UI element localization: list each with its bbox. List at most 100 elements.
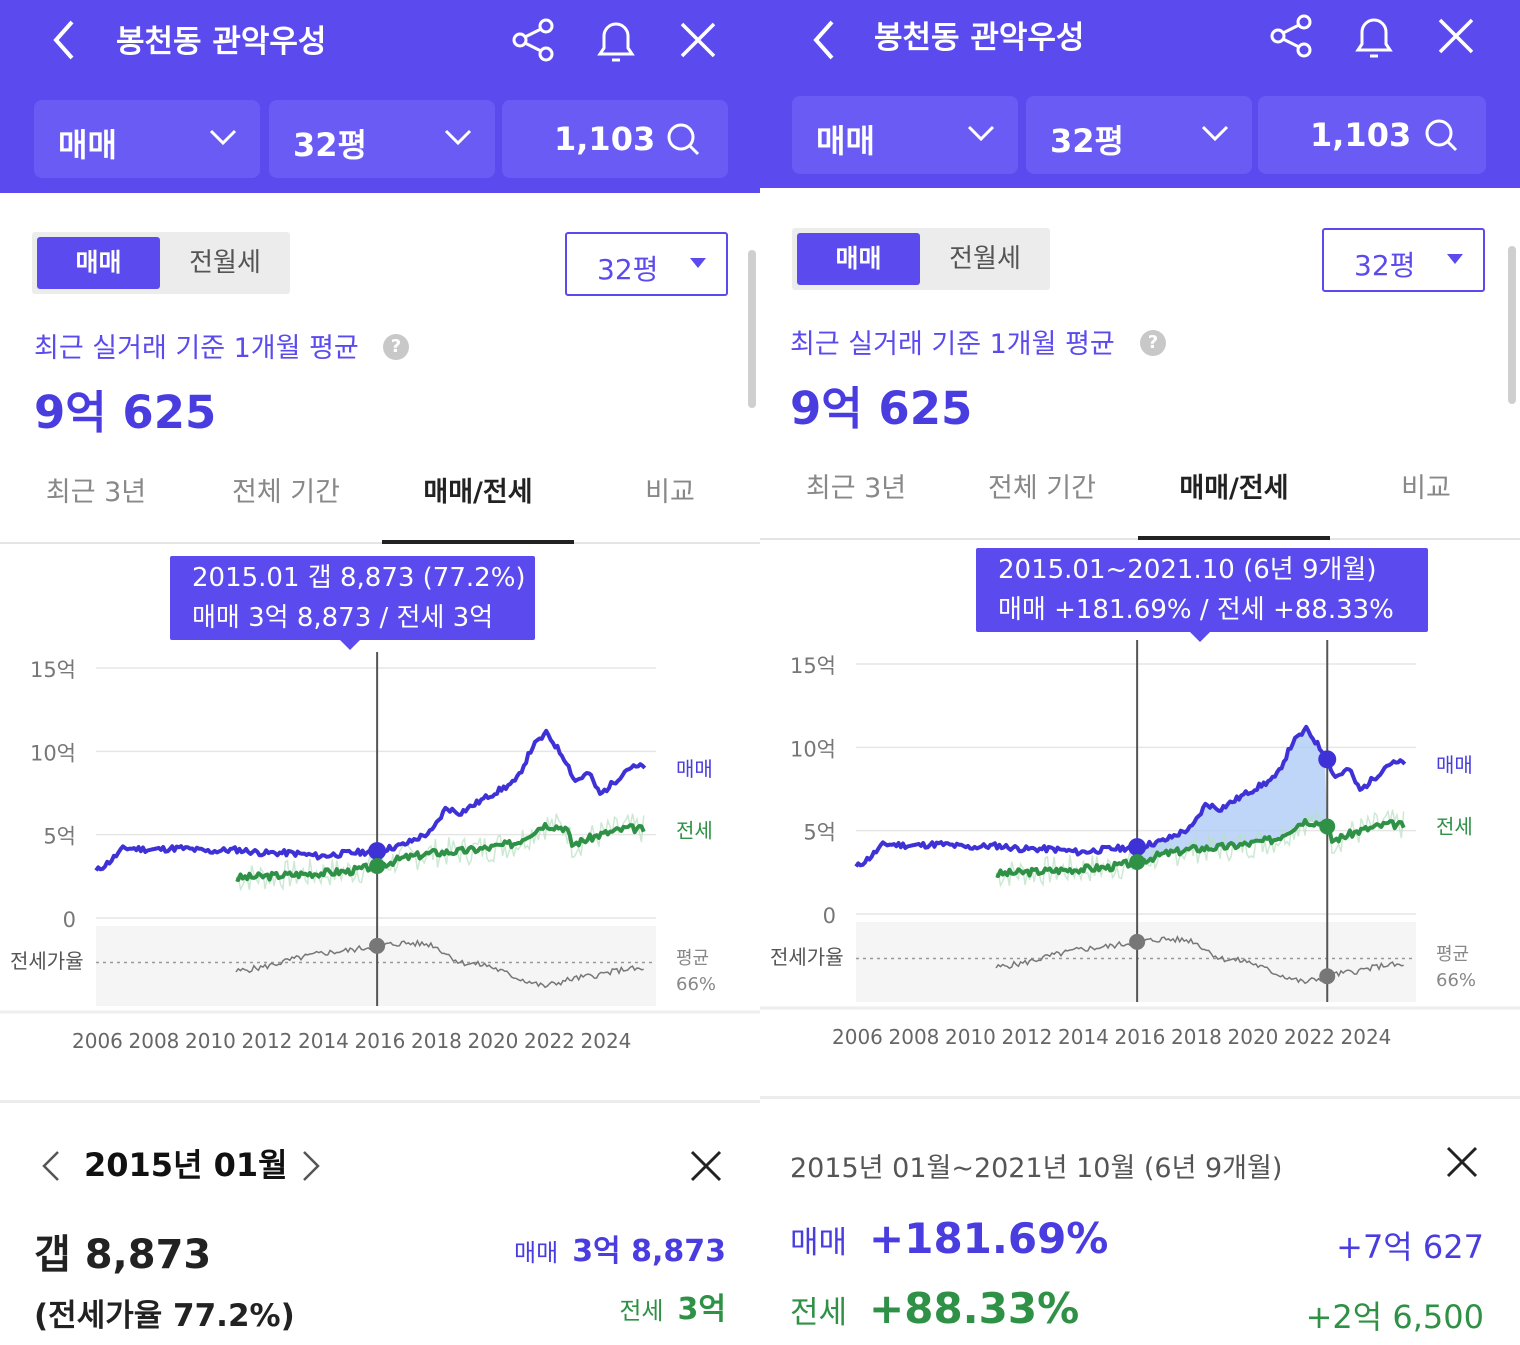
tab-all-period[interactable]: 전체 기간 — [988, 473, 1096, 504]
tab-all-period[interactable]: 전체 기간 — [232, 477, 340, 508]
tooltip-line1: 2015.01 갭 8,873 (77.2%) — [192, 563, 526, 593]
ratio-avg-value: 66% — [1436, 970, 1476, 991]
segment-rent[interactable]: 전월세 — [949, 244, 1021, 274]
ratio-avg-label: 평균 — [676, 948, 709, 969]
prev-month-icon[interactable] — [38, 1148, 62, 1184]
next-month-icon[interactable] — [300, 1148, 324, 1184]
page-title: 봉천동 관악우성 — [116, 24, 327, 60]
page-title: 봉천동 관악우성 — [874, 20, 1085, 56]
sale-pct: +181.69% — [869, 1214, 1109, 1263]
jeonse-amount: +2억 6,500 — [1305, 1298, 1484, 1336]
y-tick-label: 5억 — [43, 825, 76, 849]
marker-ratio-dot — [369, 937, 386, 954]
chevron-left-icon[interactable] — [44, 14, 84, 66]
tooltip-line2: 매매 3억 8,873 / 전세 3억 — [192, 603, 494, 633]
x-tick-label: 2008 — [889, 1025, 940, 1049]
area-label: 32평 — [293, 126, 367, 164]
tooltip-line2: 매매 +181.69% / 전세 +88.33% — [998, 595, 1394, 625]
count-search-button[interactable]: 1,103 — [1258, 96, 1486, 174]
chart-tooltip: 2015.01 갭 8,873 (77.2%) 매매 3억 8,873 / 전세… — [170, 556, 535, 650]
x-tick-label: 2010 — [185, 1029, 236, 1053]
marker-sale-dot — [368, 842, 387, 861]
left-panel: 봉천동 관악우성 매매 32평 1,103 매매 전월세 32평 최근 실거래 … — [0, 0, 760, 1334]
marker-sale-dot — [1128, 838, 1147, 857]
area-label: 32평 — [1050, 122, 1124, 160]
tab-sale-jeonse[interactable]: 매매/전세 — [382, 470, 574, 544]
y-tick-label: 5억 — [803, 821, 836, 845]
area-select[interactable]: 32평 — [269, 100, 495, 178]
chevron-left-icon[interactable] — [804, 14, 844, 66]
close-icon[interactable] — [1430, 10, 1482, 62]
marker-ratio-dot — [1319, 968, 1336, 985]
segment-sale[interactable]: 매매 — [37, 237, 160, 289]
x-tick-label: 2024 — [1341, 1025, 1392, 1049]
legend-jeonse: 전세 — [1436, 815, 1473, 839]
period-tabs: 최근 3년 전체 기간 매매/전세 비교 — [0, 470, 760, 544]
legend-sale: 매매 — [1436, 753, 1473, 777]
legend-jeonse: 전세 — [676, 819, 713, 843]
y-tick-label: 0 — [823, 904, 836, 928]
sale-label: 매매 — [514, 1239, 559, 1267]
scrollbar[interactable] — [748, 250, 756, 408]
help-icon[interactable]: ? — [383, 334, 409, 360]
x-tick-label: 2012 — [242, 1029, 293, 1053]
series-ratio-line — [995, 934, 1404, 985]
area-dropdown-label: 32평 — [597, 253, 659, 286]
legend-sale: 매매 — [676, 757, 713, 781]
tooltip-line1: 2015.01~2021.10 (6년 9개월) — [998, 555, 1377, 585]
share-icon[interactable] — [508, 14, 560, 66]
jeonse-row: 전세 3억 — [619, 1284, 726, 1328]
right-panel: 봉천동 관악우성 매매 32평 1,103 매매 전월세 32평 최근 실거래 … — [760, 0, 1520, 1345]
deal-segment: 매매 전월세 — [32, 232, 290, 294]
area-dropdown[interactable]: 32평 — [565, 232, 728, 296]
sale-label: 매매 — [790, 1225, 848, 1261]
close-icon[interactable] — [1444, 1144, 1480, 1180]
y-tick-label: 10억 — [790, 737, 836, 761]
tab-compare[interactable]: 비교 — [1401, 473, 1451, 504]
area-dropdown-label: 32평 — [1354, 249, 1416, 282]
x-tick-label: 2016 — [355, 1029, 406, 1053]
tab-recent-3y[interactable]: 최근 3년 — [805, 473, 907, 504]
detail-range: 2015년 01월~2021년 10월 (6년 9개월) — [790, 1153, 1283, 1184]
x-tick-label: 2006 — [832, 1025, 883, 1049]
x-tick-label: 2010 — [945, 1025, 996, 1049]
scrollbar[interactable] — [1508, 246, 1516, 404]
avg-label: 최근 실거래 기준 1개월 평균 — [790, 329, 1115, 360]
bell-icon[interactable] — [590, 14, 642, 66]
avg-value: 9억 625 — [34, 386, 217, 439]
tab-compare[interactable]: 비교 — [645, 477, 695, 508]
count-label: 1,103 — [1310, 116, 1412, 154]
deal-type-select[interactable]: 매매 — [34, 100, 260, 178]
x-tick-label: 2020 — [468, 1029, 519, 1053]
marker-jeonse-dot — [369, 858, 386, 874]
help-icon[interactable]: ? — [1140, 330, 1166, 356]
count-search-button[interactable]: 1,103 — [502, 100, 728, 178]
gap-rate: (전세가율 77.2%) — [34, 1298, 295, 1334]
chevron-down-icon — [1201, 125, 1229, 142]
tab-sale-jeonse[interactable]: 매매/전세 — [1138, 466, 1330, 540]
price-chart[interactable]: 15억 10억 5억 0 전세가율 평균 66% 2006 2008 2010 2012 2014 20… — [0, 548, 760, 1058]
price-chart[interactable]: 15억 10억 5억 0 전세가율 평균 66% 2006 2008 2010 2012 2014 20… — [760, 544, 1520, 1054]
close-icon[interactable] — [672, 14, 724, 66]
area-dropdown[interactable]: 32평 — [1322, 228, 1485, 292]
tab-recent-3y[interactable]: 최근 3년 — [45, 477, 147, 508]
deal-type-select[interactable]: 매매 — [792, 96, 1018, 174]
caret-down-icon — [1447, 254, 1463, 264]
x-tick-label: 2018 — [411, 1029, 462, 1053]
avg-label: 최근 실거래 기준 1개월 평균 — [34, 333, 359, 364]
area-select[interactable]: 32평 — [1026, 96, 1252, 174]
bell-icon[interactable] — [1348, 10, 1400, 62]
y-tick-label: 15억 — [30, 658, 76, 682]
marker-ratio-dot — [1129, 933, 1146, 950]
segment-sale[interactable]: 매매 — [797, 233, 920, 285]
share-icon[interactable] — [1266, 10, 1318, 62]
series-jeonse-line — [995, 817, 1406, 878]
detail-month: 2015년 01월 — [84, 1146, 288, 1184]
ratio-label: 전세가율 — [770, 945, 844, 969]
x-tick-label: 2022 — [524, 1029, 575, 1053]
close-icon[interactable] — [688, 1148, 724, 1184]
segment-rent[interactable]: 전월세 — [189, 248, 261, 278]
jeonse-value: 3억 — [677, 1292, 726, 1327]
